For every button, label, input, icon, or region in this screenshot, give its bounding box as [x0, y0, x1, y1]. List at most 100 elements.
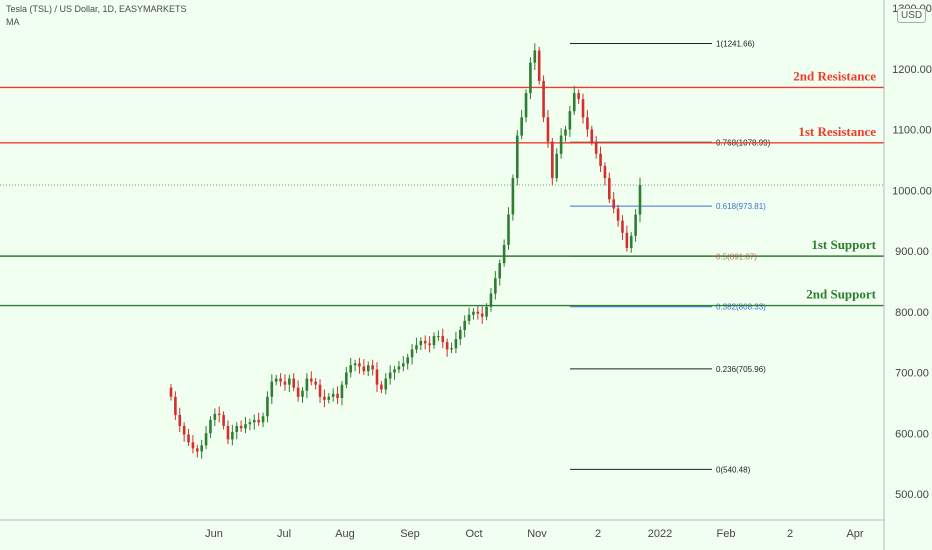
- candle-body: [301, 390, 304, 397]
- fib-label: 1(1241.66): [716, 39, 755, 48]
- candle-body: [336, 393, 339, 399]
- candle-body: [577, 93, 580, 100]
- candle-body: [327, 396, 331, 400]
- candle-body: [546, 117, 550, 142]
- candle-body: [169, 387, 173, 397]
- candle-body: [380, 384, 383, 390]
- candle-body: [406, 357, 409, 364]
- candle-body: [309, 378, 313, 382]
- candle-body: [235, 425, 239, 433]
- y-tick-label: 1000.00: [892, 185, 932, 197]
- candle-body: [419, 340, 423, 346]
- candle-body: [454, 339, 458, 349]
- candle-body: [296, 387, 300, 397]
- candle-body: [288, 378, 291, 385]
- x-tick-label: 2: [595, 528, 601, 540]
- y-tick-label: 900.00: [895, 246, 929, 258]
- candle-body: [371, 365, 374, 370]
- candle-body: [621, 220, 624, 233]
- candle-body: [555, 153, 559, 179]
- candle-body: [362, 366, 366, 372]
- candle-body: [195, 448, 199, 452]
- price-scale-bg: [884, 0, 932, 550]
- candle-body: [231, 432, 234, 440]
- candle-body: [529, 62, 532, 94]
- candle-body: [305, 378, 309, 391]
- support-label: 1st Support: [811, 237, 876, 252]
- candle-body: [463, 320, 466, 330]
- candle-body: [345, 372, 348, 385]
- candle-body: [239, 425, 243, 429]
- currency-button[interactable]: USD: [897, 8, 927, 23]
- x-tick-label: Jul: [277, 528, 291, 540]
- candle-body: [178, 415, 182, 426]
- candle-body: [393, 369, 396, 373]
- x-tick-label: Apr: [846, 528, 863, 540]
- candle-body: [489, 293, 493, 307]
- candle-body: [200, 445, 203, 452]
- y-tick-label: 1200.00: [892, 64, 932, 76]
- candle-body: [441, 336, 445, 343]
- candle-body: [432, 336, 436, 346]
- fib-label: 0.236(705.96): [716, 365, 766, 374]
- indicator-label[interactable]: MA: [6, 17, 20, 27]
- candle-body: [581, 99, 585, 118]
- candle-body: [252, 419, 256, 423]
- candle-body: [472, 311, 475, 315]
- candle-body: [551, 141, 554, 179]
- candle-body: [248, 422, 252, 425]
- candle-body: [222, 415, 225, 426]
- candle-body: [191, 442, 195, 449]
- candle-body: [520, 117, 523, 136]
- candle-body: [213, 413, 217, 420]
- fib-label: 0.618(973.81): [716, 202, 766, 211]
- candle-body: [226, 425, 230, 440]
- candle-body: [318, 384, 322, 397]
- x-tick-label: Aug: [335, 528, 355, 540]
- candle-body: [511, 178, 515, 215]
- candle-body: [270, 381, 274, 397]
- fibonacci-retracement: 1(1241.66)0.768(1078.99)0.618(973.81)0.5…: [570, 39, 771, 474]
- candle-body: [494, 278, 497, 294]
- candle-body: [261, 416, 265, 423]
- candle-body: [244, 424, 247, 429]
- candle-body: [564, 129, 567, 136]
- candle-body: [498, 263, 502, 279]
- candle-body: [257, 419, 260, 423]
- support-resistance-levels: 1008.622nd Resistance1169.271st Resistan…: [0, 68, 932, 316]
- x-tick-label: Nov: [527, 528, 547, 540]
- candle-body: [634, 214, 637, 236]
- y-tick-label: 1100.00: [893, 125, 932, 137]
- candle-body: [323, 396, 326, 400]
- x-tick-label: Jun: [205, 528, 223, 540]
- y-tick-label: 800.00: [895, 307, 929, 319]
- candle-body: [358, 363, 361, 367]
- candle-body: [467, 314, 471, 321]
- candle-body: [340, 384, 344, 399]
- candle-body: [174, 396, 177, 416]
- candle-body: [533, 50, 537, 63]
- candle-body: [625, 232, 629, 248]
- candle-body: [384, 378, 388, 390]
- candle-body: [594, 141, 598, 154]
- candle-body: [542, 80, 545, 118]
- support-label: 2nd Support: [806, 287, 876, 302]
- candle-body: [217, 413, 221, 416]
- candle-body: [485, 306, 488, 317]
- candle-body: [502, 244, 506, 264]
- candle-body: [559, 135, 563, 154]
- candle-body: [349, 365, 353, 373]
- candle-body: [608, 178, 611, 200]
- candle-body: [182, 425, 186, 435]
- candle-body: [612, 199, 616, 209]
- candlestick-series: [169, 43, 642, 459]
- candle-body: [638, 185, 642, 215]
- candle-body: [603, 165, 607, 179]
- resistance-label: 2nd Resistance: [793, 68, 876, 83]
- candle-body: [458, 329, 462, 340]
- candle-body: [415, 345, 418, 350]
- y-tick-label: 700.00: [895, 368, 929, 380]
- candle-body: [331, 393, 335, 397]
